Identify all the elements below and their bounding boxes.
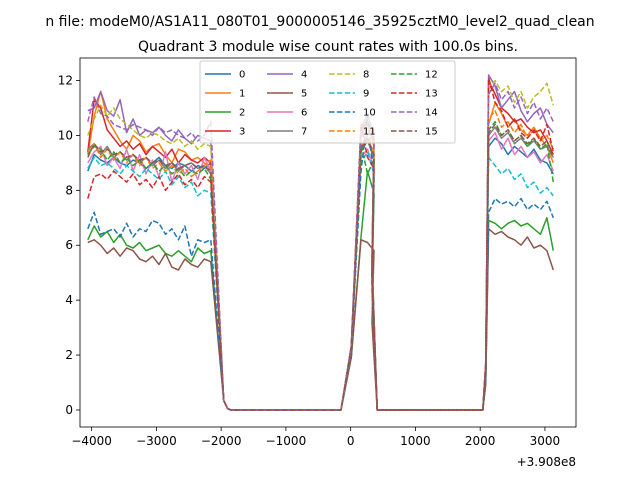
legend-label-2: 2 — [239, 108, 245, 119]
x-tick-label: −4000 — [71, 434, 112, 448]
series-lines — [87, 74, 555, 411]
y-tick-label: 0 — [65, 403, 73, 417]
x-tick-label: 0 — [347, 434, 355, 448]
legend-label-10: 10 — [363, 108, 376, 119]
y-tick-label: 10 — [58, 128, 73, 142]
y-axis: 0 2 4 6 8 10 12 — [58, 74, 80, 417]
legend-label-7: 7 — [301, 127, 307, 138]
chart-title: Quadrant 3 module wise count rates with … — [138, 39, 518, 55]
x-tick-label: 3000 — [530, 434, 561, 448]
x-axis: −4000 −3000 −2000 −1000 0 1000 2000 3000 — [71, 427, 560, 448]
x-tick-label: −3000 — [136, 434, 177, 448]
y-tick-label: 4 — [65, 293, 73, 307]
legend-label-8: 8 — [363, 70, 369, 81]
figure-suptitle: n file: modeM0/AS1A11_080T01_9000005146_… — [45, 14, 594, 30]
legend-label-4: 4 — [301, 70, 307, 81]
series-line-15 — [87, 123, 554, 411]
y-tick-label: 8 — [65, 183, 73, 197]
legend-label-0: 0 — [239, 70, 245, 81]
legend-label-5: 5 — [301, 89, 307, 100]
legend-label-3: 3 — [239, 127, 245, 138]
legend-label-14: 14 — [425, 108, 438, 119]
x-tick-label: −2000 — [201, 434, 242, 448]
legend-label-13: 13 — [425, 89, 438, 100]
series-line-9 — [87, 151, 554, 411]
y-tick-label: 12 — [58, 74, 73, 88]
legend-label-6: 6 — [301, 108, 307, 119]
x-tick-label: 1000 — [400, 434, 431, 448]
x-tick-label: 2000 — [465, 434, 496, 448]
axes-frame — [79, 57, 577, 428]
legend-frame — [199, 60, 456, 144]
series-line-10 — [87, 115, 554, 411]
x-tick-label: −1000 — [266, 434, 307, 448]
y-tick-label: 2 — [65, 348, 73, 362]
y-tick-label: 6 — [65, 238, 73, 252]
legend-label-9: 9 — [363, 89, 369, 100]
legend-label-12: 12 — [425, 70, 438, 81]
legend-label-15: 15 — [425, 127, 438, 138]
legend-label-11: 11 — [363, 127, 376, 138]
x-offset-text: +3.908e8 — [517, 455, 576, 469]
legend-label-1: 1 — [239, 89, 245, 100]
